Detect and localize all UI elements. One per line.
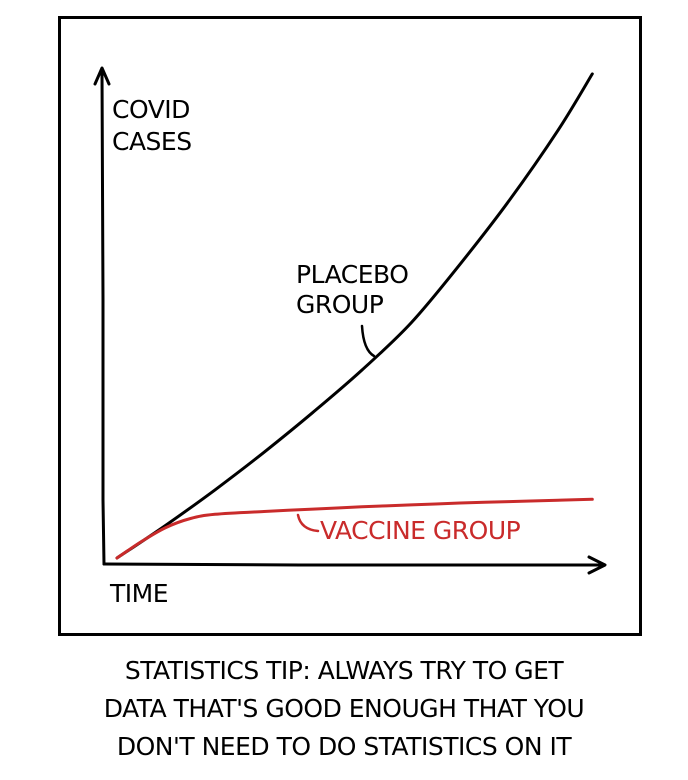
vaccine-annotation: VACCINE GROUP xyxy=(320,516,521,545)
y-axis-arrowhead xyxy=(93,66,111,86)
placebo-annotation-pointer xyxy=(360,324,376,358)
y-axis-label-line-1: COVID xyxy=(112,95,190,124)
placebo-series-line xyxy=(115,72,594,560)
vaccine-series-line xyxy=(115,497,594,560)
vaccine-annotation-pointer xyxy=(296,513,320,533)
caption-line-2: DATA THAT'S GOOD ENOUGH THAT YOU xyxy=(103,694,585,723)
x-axis xyxy=(102,562,604,567)
caption-line-1: STATISTICS TIP: ALWAYS TRY TO GET xyxy=(124,656,564,685)
x-axis-arrowhead xyxy=(587,555,607,575)
caption-line-3: DON'T NEED TO DO STATISTICS ON IT xyxy=(116,732,572,761)
placebo-annotation-line-1: PLACEBO xyxy=(296,260,408,289)
y-axis-label-line-2: CASES xyxy=(112,127,192,156)
y-axis xyxy=(100,70,106,566)
x-axis-label: TIME xyxy=(109,579,168,608)
placebo-annotation-line-2: GROUP xyxy=(296,290,384,319)
